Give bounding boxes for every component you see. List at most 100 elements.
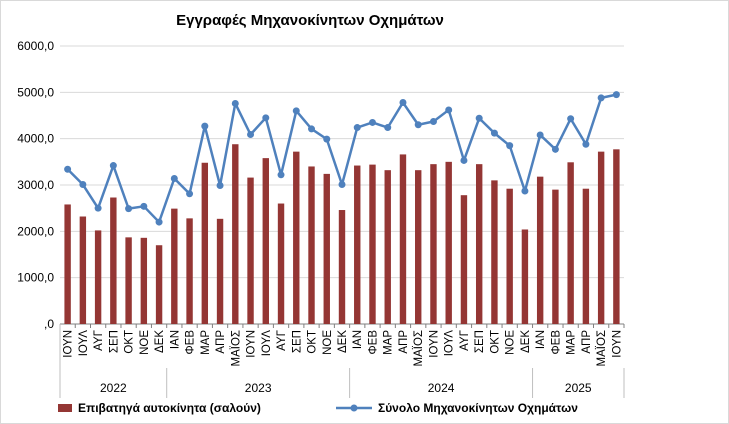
bar — [445, 161, 452, 324]
line-point — [201, 122, 209, 130]
line-point — [94, 204, 102, 212]
bar — [415, 170, 422, 324]
x-tick-label: ΜΑΪΟΣ — [230, 330, 242, 367]
line-point — [353, 124, 361, 132]
x-tick-label: ΙΟΥΝ — [611, 330, 623, 358]
line-point — [399, 99, 407, 107]
bar — [491, 180, 498, 324]
line-point — [109, 162, 117, 170]
x-tick-label: ΙΑΝ — [352, 330, 364, 349]
bar — [430, 164, 437, 324]
x-tick-label: ΙΟΥΛ — [261, 330, 273, 357]
y-axis: 6000,0 5000,0 4000,0 3000,0 2000,0 1000,0 ,0 — [17, 39, 54, 331]
bar — [125, 237, 132, 324]
bar — [582, 188, 590, 324]
bar — [94, 230, 102, 324]
legend-bar-label: Επιβατηγά αυτοκίνητα (σαλούν) — [78, 401, 261, 415]
x-tick-label: ΑΥΓ — [93, 329, 105, 350]
bar — [613, 149, 620, 324]
line-point — [521, 187, 529, 195]
bar — [567, 162, 574, 324]
x-tick-label: ΝΟΕ — [139, 330, 151, 355]
bar — [186, 218, 193, 324]
x-tick-label: ΜΑΪΟΣ — [596, 330, 608, 367]
x-tick-label: ΑΥΓ — [459, 329, 471, 350]
line-point — [490, 129, 498, 137]
bar — [506, 188, 513, 324]
bar — [171, 208, 178, 324]
line-point — [247, 130, 255, 138]
x-tick-label: ΔΕΚ — [154, 330, 166, 353]
x-tick-label: ΔΕΚ — [337, 330, 349, 353]
line-point — [506, 142, 514, 150]
line-point — [125, 205, 133, 213]
line-point — [186, 190, 194, 198]
bar — [460, 195, 468, 324]
bar — [140, 237, 148, 324]
x-tick-label: ΟΚΤ — [307, 330, 319, 354]
bar — [155, 245, 163, 324]
line-point — [384, 124, 392, 132]
y-tick-label: 3000,0 — [17, 178, 54, 192]
bar — [338, 210, 346, 324]
line-point — [79, 181, 87, 189]
line-point — [338, 181, 346, 189]
bar — [216, 218, 224, 324]
bar — [323, 173, 330, 324]
x-tick-label: ΝΟΕ — [322, 330, 334, 355]
line-point — [292, 107, 300, 115]
x-tick-label: ΙΟΥΛ — [444, 330, 456, 357]
year-label: 2022 — [100, 381, 127, 395]
line-point — [445, 106, 453, 114]
series-line — [66, 93, 617, 224]
x-tick-label: ΔΕΚ — [520, 330, 532, 353]
x-tick-label: ΜΑΪΟΣ — [413, 330, 425, 367]
x-tick-label: ΙΟΥΝ — [246, 330, 258, 358]
line-point — [323, 135, 331, 143]
line-point — [155, 218, 163, 226]
chart-title: Εγγραφές Μηχανοκίνητων Οχημάτων — [176, 12, 444, 29]
bar — [110, 197, 117, 324]
bar — [384, 170, 391, 324]
bar — [64, 204, 71, 324]
bar — [552, 189, 559, 324]
x-tick-label: ΙΟΥΛ — [78, 330, 90, 357]
x-tick-label: ΙΑΝ — [535, 330, 547, 349]
bar — [399, 154, 407, 324]
line-series — [64, 91, 620, 226]
x-tick-label: ΑΠΡ — [581, 330, 593, 354]
bar — [597, 151, 605, 324]
x-tick-label: ΝΟΕ — [505, 330, 517, 355]
bar — [308, 166, 315, 324]
bar — [201, 162, 209, 324]
x-tick-label: ΦΕΒ — [185, 330, 197, 355]
x-tick-label: ΑΠΡ — [398, 330, 410, 354]
line-point — [460, 156, 468, 164]
line-point — [231, 99, 239, 107]
line-point — [429, 118, 437, 126]
bar — [277, 203, 285, 324]
bar — [79, 216, 87, 324]
line-point — [551, 145, 559, 153]
line-point — [308, 125, 316, 133]
line-point — [368, 118, 376, 126]
x-tick-label: ΑΥΓ — [276, 329, 288, 350]
x-tick-label: ΦΕΒ — [367, 330, 379, 355]
x-tick-label: ΙΑΝ — [169, 330, 181, 349]
line-point — [414, 121, 422, 129]
line-point — [536, 131, 544, 139]
x-tick-label: ΙΟΥΝ — [428, 330, 440, 358]
line-point — [475, 114, 483, 122]
year-label: 2025 — [565, 381, 592, 395]
legend: Επιβατηγά αυτοκίνητα (σαλούν) Σύνολο Μηχ… — [58, 401, 578, 415]
y-tick-label: 5000,0 — [17, 85, 54, 99]
line-point — [582, 140, 590, 148]
line-point — [170, 175, 178, 183]
x-tick-label: ΣΕΠ — [108, 330, 120, 353]
legend-line-marker — [350, 404, 358, 412]
x-tick-label: ΣΕΠ — [291, 330, 303, 353]
x-tick-label: ΜΑΡ — [200, 330, 212, 355]
y-tick-label: 2000,0 — [17, 224, 54, 238]
